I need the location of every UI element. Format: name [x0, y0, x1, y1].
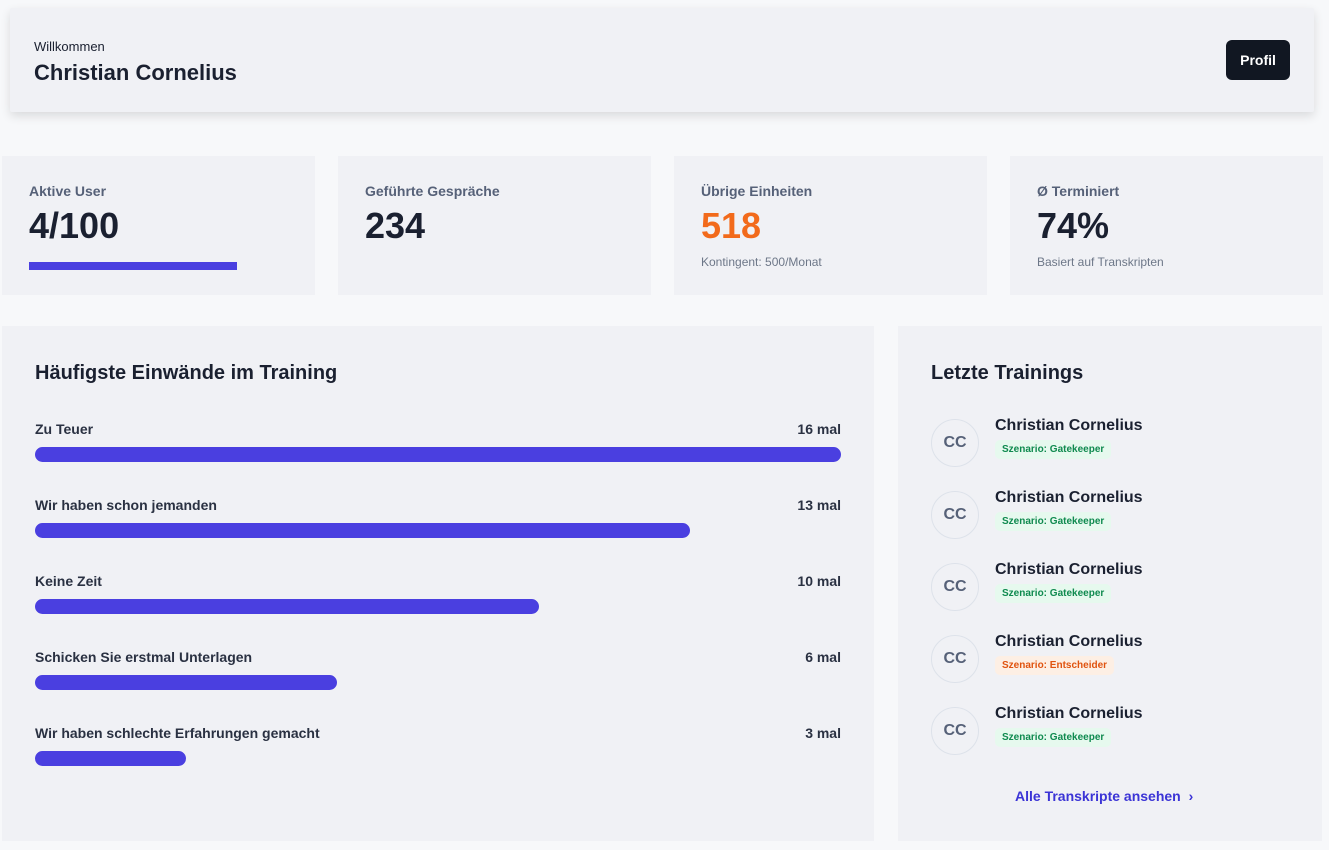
avatar: CC: [931, 707, 979, 755]
objection-count: 6 mal: [805, 649, 841, 665]
objection-count: 16 mal: [797, 421, 841, 437]
stat-card-active-users: Aktive User 4/100: [2, 156, 315, 295]
training-item[interactable]: CC Christian Cornelius Szenario: Gatekeepe…: [931, 705, 1143, 755]
scenario-badge: Szenario: Gatekeeper: [995, 584, 1112, 603]
objection-bar-track: [35, 751, 841, 766]
training-user-name: Christian Cornelius: [995, 633, 1143, 650]
objection-item: Schicken Sie erstmal Unterlagen 6 mal: [35, 649, 841, 690]
chevron-right-icon: ›: [1188, 788, 1194, 804]
objection-label: Keine Zeit: [35, 573, 102, 589]
objection-count: 13 mal: [797, 497, 841, 513]
welcome-header: Willkommen Christian Cornelius Profil: [10, 8, 1314, 112]
objection-item: Wir haben schlechte Erfahrungen gemacht 3…: [35, 725, 841, 766]
stat-label: Aktive User: [29, 183, 107, 199]
objection-label: Zu Teuer: [35, 421, 94, 437]
scenario-badge: Szenario: Gatekeeper: [995, 512, 1112, 531]
training-user-name: Christian Cornelius: [995, 561, 1143, 578]
stat-subtext: Kontingent: 500/Monat: [701, 255, 822, 269]
objection-label: Wir haben schon jemanden: [35, 497, 217, 513]
objection-bar-track: [35, 447, 841, 462]
stat-subtext: Basiert auf Transkripten: [1037, 255, 1164, 269]
objection-item: Zu Teuer 16 mal: [35, 421, 841, 462]
objection-bar: [35, 751, 187, 766]
stat-label: Übrige Einheiten: [701, 183, 813, 199]
avatar: CC: [931, 635, 979, 683]
objections-title: Häufigste Einwände im Training: [35, 362, 338, 384]
objection-label: Schicken Sie erstmal Unterlagen: [35, 649, 253, 665]
training-item[interactable]: CC Christian Cornelius Szenario: Entscheid…: [931, 633, 1143, 683]
objection-bar: [35, 447, 841, 462]
objection-count: 3 mal: [805, 725, 841, 741]
scenario-badge: Szenario: Entscheider: [995, 656, 1115, 675]
training-item[interactable]: CC Christian Cornelius Szenario: Gatekeepe…: [931, 561, 1143, 611]
objection-bar-track: [35, 675, 841, 690]
training-user-name: Christian Cornelius: [995, 705, 1143, 722]
link-label: Alle Transkripte ansehen: [1015, 788, 1181, 804]
stat-card-remaining-units: Übrige Einheiten 518 Kontingent: 500/Mon…: [674, 156, 987, 295]
objection-bar: [35, 599, 539, 614]
stat-value: 74%: [1037, 205, 1110, 246]
stat-value: 234: [365, 205, 426, 246]
training-item[interactable]: CC Christian Cornelius Szenario: Gatekeepe…: [931, 489, 1143, 539]
training-item[interactable]: CC Christian Cornelius Szenario: Gatekeepe…: [931, 417, 1143, 467]
stat-value: 4/100: [29, 205, 120, 246]
stat-card-conversations: Geführte Gespräche 234: [338, 156, 651, 295]
training-user-name: Christian Cornelius: [995, 489, 1143, 506]
objection-item: Keine Zeit 10 mal: [35, 573, 841, 614]
objection-bar: [35, 523, 690, 538]
objection-bar: [35, 675, 338, 690]
scenario-badge: Szenario: Gatekeeper: [995, 440, 1112, 459]
profile-button[interactable]: Profil: [1226, 40, 1290, 80]
active-users-progress-bar: [29, 262, 237, 270]
avatar: CC: [931, 563, 979, 611]
stat-value: 518: [701, 205, 762, 246]
welcome-label: Willkommen: [34, 39, 105, 54]
stat-label: Geführte Gespräche: [365, 183, 500, 199]
training-user-name: Christian Cornelius: [995, 417, 1143, 434]
scenario-badge: Szenario: Gatekeeper: [995, 728, 1112, 747]
avatar: CC: [931, 419, 979, 467]
objection-label: Wir haben schlechte Erfahrungen gemacht: [35, 725, 320, 741]
trainings-title: Letzte Trainings: [931, 362, 1084, 384]
objection-bar-track: [35, 523, 841, 538]
user-name: Christian Cornelius: [34, 60, 237, 85]
avatar: CC: [931, 491, 979, 539]
objection-bar-track: [35, 599, 841, 614]
stat-label: Ø Terminiert: [1037, 183, 1120, 199]
stat-card-scheduled: Ø Terminiert 74% Basiert auf Transkripte…: [1010, 156, 1323, 295]
objection-count: 10 mal: [797, 573, 841, 589]
objection-item: Wir haben schon jemanden 13 mal: [35, 497, 841, 538]
all-transcripts-link[interactable]: Alle Transkripte ansehen ›: [1015, 788, 1193, 804]
